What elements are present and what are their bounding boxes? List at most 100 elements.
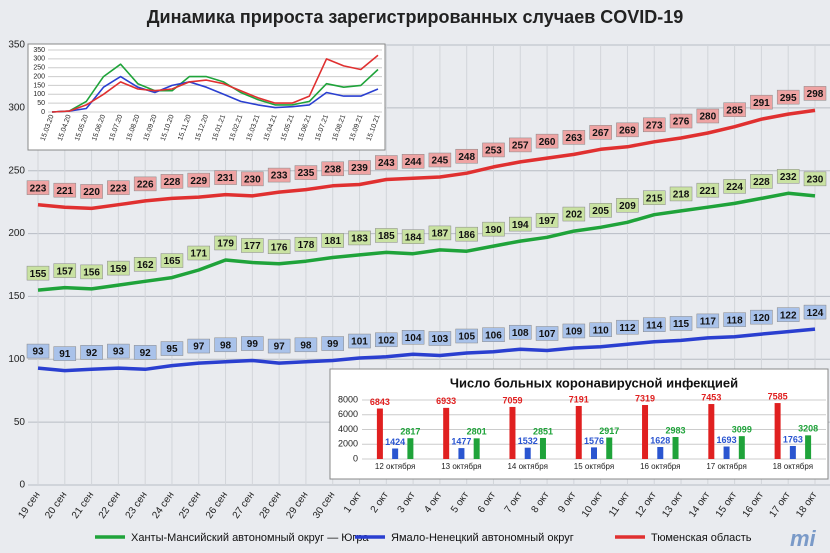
value-label: 1693 (717, 435, 737, 445)
bar (443, 407, 450, 459)
value-label: 291 (753, 98, 770, 109)
series-line (51, 63, 379, 113)
y-tick-label: 50 (14, 417, 26, 428)
value-label-box (803, 171, 827, 187)
value-label: 1576 (584, 436, 604, 446)
value-label-box (455, 226, 478, 242)
value-label-box (375, 332, 398, 348)
value-label: 98 (220, 340, 232, 351)
y-tick-label: 100 (33, 91, 45, 98)
value-label: 253 (485, 146, 502, 157)
y-tick-label: 2000 (338, 439, 358, 449)
bar (805, 435, 812, 459)
series-line (37, 108, 816, 211)
y-tick-label: 200 (33, 73, 45, 80)
y-tick-label: 100 (8, 354, 25, 365)
value-label: 6843 (370, 397, 390, 407)
value-label-box (589, 203, 612, 218)
chart-title: Число больных коронавирусной инфекцией (450, 375, 738, 390)
value-label: 194 (512, 220, 529, 231)
y-tick-label: 350 (33, 47, 45, 54)
value-label-box (723, 179, 746, 194)
value-label: 233 (271, 171, 288, 182)
value-label: 2917 (599, 426, 619, 436)
value-label-box (133, 176, 157, 192)
legend-label: Ямало-Ненецкий автономный округ (391, 532, 574, 544)
value-label-box (321, 233, 344, 248)
value-label: 120 (753, 313, 770, 324)
value-label-box (509, 216, 532, 232)
value-label: 209 (619, 201, 636, 212)
value-label-box (562, 206, 586, 222)
value-label-box (776, 89, 800, 105)
bar (657, 446, 664, 459)
y-tick-label: 150 (8, 291, 25, 302)
value-label: 3208 (798, 424, 818, 434)
value-label-box (187, 338, 211, 354)
value-label: 107 (539, 329, 556, 340)
value-label: 2801 (467, 427, 487, 437)
value-label-box (80, 184, 103, 199)
value-label-box (294, 236, 318, 252)
value-label-box (482, 221, 505, 237)
x-tick-label: 13 октября (441, 462, 481, 471)
legend-label: Тюменская область (651, 532, 752, 544)
value-label-box (455, 328, 478, 344)
value-label-box (348, 230, 371, 246)
value-label-box (133, 345, 157, 360)
value-label-box (348, 160, 371, 175)
value-label: 245 (432, 156, 449, 167)
value-label-box (294, 165, 318, 180)
value-label-box (723, 312, 746, 327)
value-label: 239 (351, 163, 368, 174)
logo: mi (790, 526, 817, 551)
value-label-box (669, 316, 693, 331)
value-label-box (562, 323, 586, 339)
bar (708, 404, 715, 459)
value-label: 104 (405, 333, 422, 344)
y-tick-label: 350 (8, 40, 25, 51)
value-label-box (642, 117, 666, 133)
value-label: 7059 (502, 395, 522, 405)
value-label: 114 (646, 320, 663, 331)
value-label-box (803, 304, 827, 320)
value-label: 244 (405, 157, 422, 168)
value-label-box (428, 225, 452, 241)
chart-title: Динамика прироста зарегистрированных слу… (147, 7, 684, 27)
value-label-box (241, 238, 264, 253)
value-label: 106 (485, 330, 502, 341)
series-line (51, 54, 379, 113)
series-line (37, 191, 816, 292)
value-label-box (482, 327, 505, 342)
value-label: 2817 (400, 427, 420, 437)
value-label: 183 (351, 234, 368, 245)
value-label-box (241, 171, 264, 187)
value-label-box (401, 154, 425, 169)
value-label: 230 (807, 174, 824, 185)
value-label-box (750, 174, 773, 189)
value-label: 92 (140, 348, 152, 359)
value-label: 179 (217, 239, 234, 250)
bar (774, 403, 781, 459)
y-tick-label: 300 (8, 102, 25, 113)
value-label-box (160, 253, 184, 268)
value-label-box (107, 260, 130, 276)
value-label: 112 (619, 323, 636, 334)
value-label: 295 (780, 93, 797, 104)
value-label-box (214, 170, 237, 185)
bar (606, 437, 613, 459)
value-label: 257 (512, 141, 529, 152)
value-label-box (642, 317, 666, 332)
value-label: 218 (673, 190, 690, 201)
value-label-box (776, 169, 800, 184)
bar (376, 408, 383, 459)
value-label: 285 (726, 105, 743, 116)
value-label-box (669, 113, 693, 129)
value-label: 2851 (533, 426, 553, 436)
value-label-box (696, 108, 720, 124)
bar (509, 406, 516, 459)
value-label-box (187, 172, 211, 188)
value-label: 99 (327, 339, 339, 350)
value-label: 298 (807, 89, 824, 100)
value-label: 223 (110, 183, 127, 194)
